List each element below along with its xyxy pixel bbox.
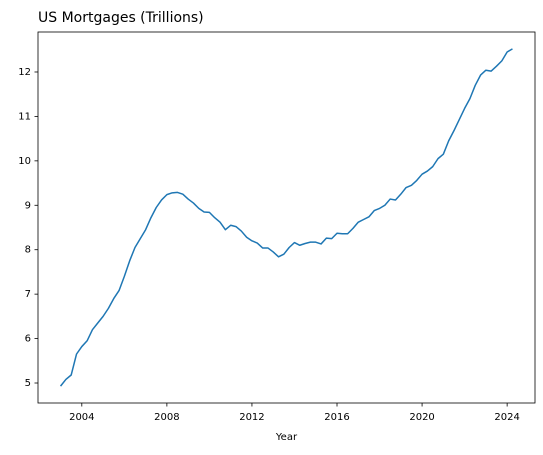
- y-tick-label: 6: [25, 334, 31, 345]
- x-tick-label: 2012: [239, 412, 264, 423]
- y-tick-label: 7: [25, 289, 31, 300]
- x-tick-label: 2016: [324, 412, 349, 423]
- y-tick-label: 10: [18, 156, 31, 167]
- y-tick-label: 5: [25, 378, 31, 389]
- y-tick-label: 11: [18, 111, 31, 122]
- x-tick-label: 2020: [409, 412, 434, 423]
- axes-frame: [37, 31, 536, 404]
- y-tick-label: 9: [25, 200, 31, 211]
- y-tick-label: 8: [25, 245, 31, 256]
- x-tick-label: 2004: [69, 412, 94, 423]
- x-axis-label: Year: [275, 432, 298, 443]
- y-tick-label: 12: [18, 67, 31, 78]
- x-tick-label: 2024: [494, 412, 519, 423]
- x-tick-label: 2008: [154, 412, 179, 423]
- data-line: [59, 48, 513, 387]
- chart-title: US Mortgages (Trillions): [38, 10, 204, 26]
